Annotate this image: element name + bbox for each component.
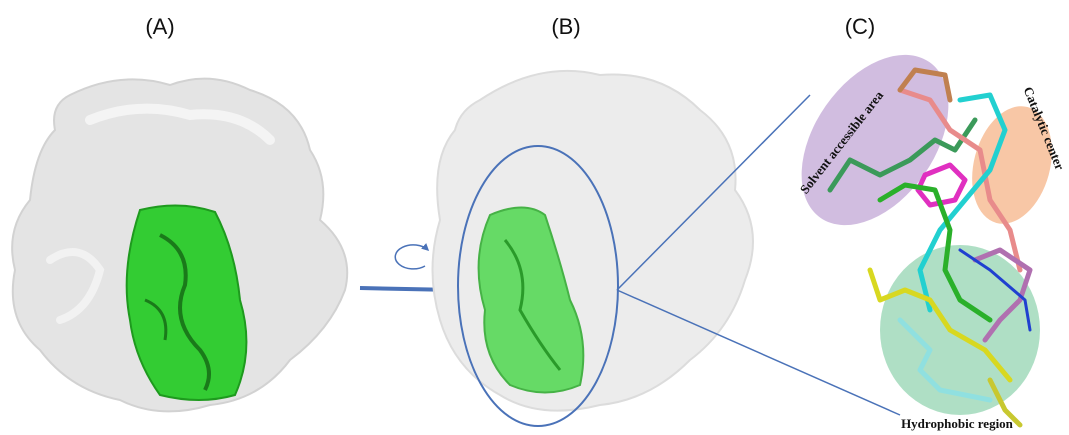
panel-label: (B)	[551, 14, 580, 39]
protein-surface-b	[433, 71, 754, 426]
region-label: Hydrophobic region	[901, 416, 1014, 431]
protein-surface-a	[12, 79, 347, 412]
region-hydrophobic	[880, 245, 1040, 415]
figure: (A) (B) (C) Sol	[0, 0, 1069, 435]
panel-label: (A)	[145, 14, 174, 39]
panel-label: (C)	[845, 14, 876, 39]
